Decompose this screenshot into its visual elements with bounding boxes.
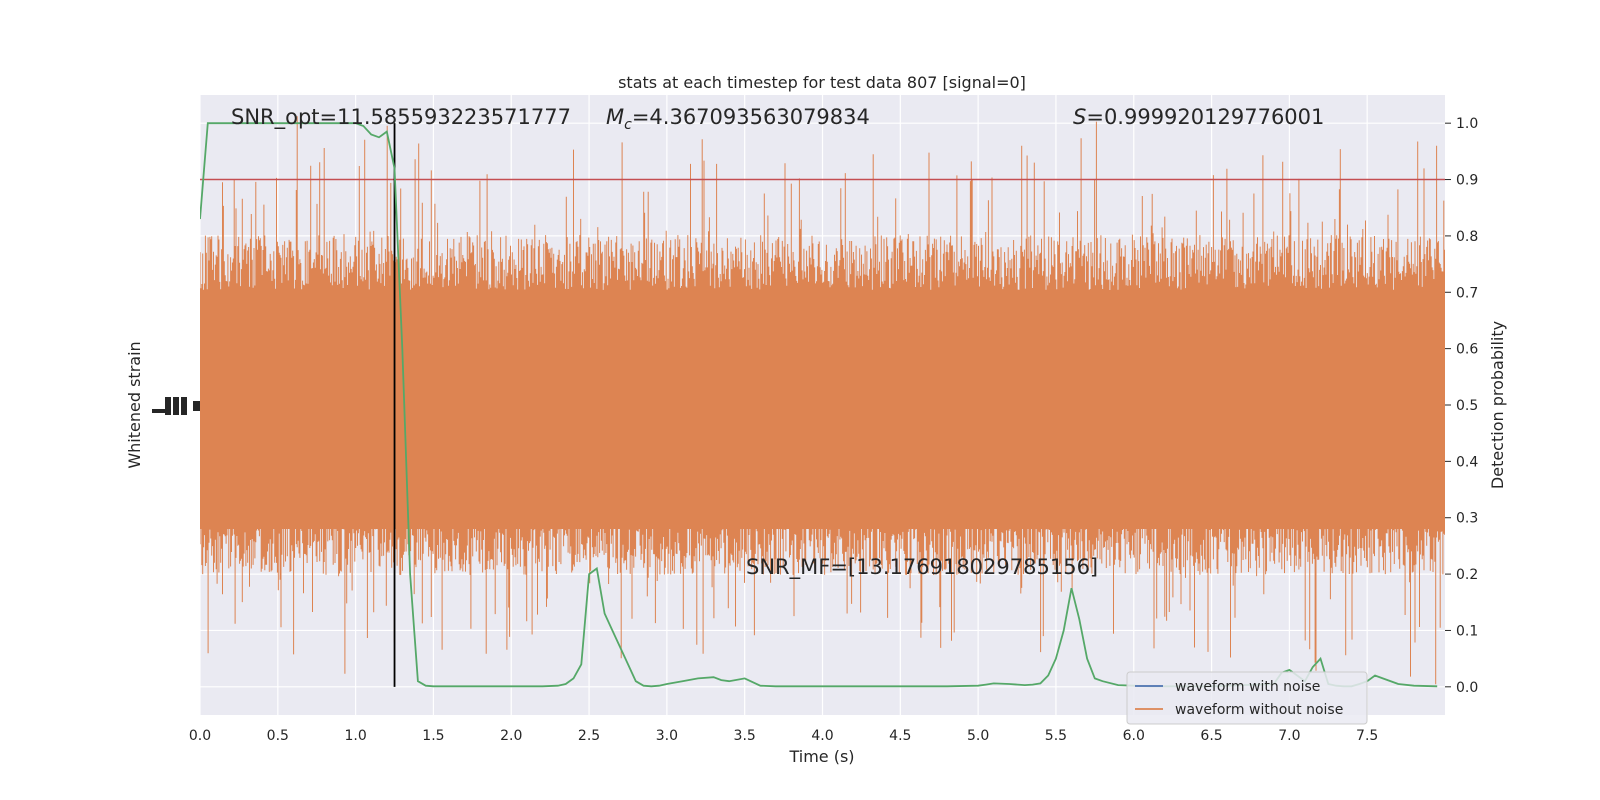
- legend-label-without-noise: waveform without noise: [1175, 702, 1343, 718]
- left-tick-glyph: [152, 409, 166, 413]
- x-tick-label: 2.0: [500, 728, 522, 744]
- y-right-axis-label: Detection probability: [1488, 321, 1507, 489]
- x-tick-label: 2.5: [578, 728, 600, 744]
- y-left-axis-label: Whitened strain: [125, 341, 144, 468]
- y-right-tick-label: 0.7: [1456, 285, 1478, 301]
- y-right-tick-label: 0.6: [1456, 342, 1478, 358]
- chirp-mass-symbol: M: [606, 105, 624, 129]
- y-right-tick-label: 0.4: [1456, 454, 1478, 470]
- left-tick-glyph: [173, 397, 179, 415]
- x-tick-label: 7.0: [1278, 728, 1300, 744]
- x-tick-label: 1.5: [422, 728, 444, 744]
- s-value: =0.999920129776001: [1086, 105, 1324, 129]
- chirp-mass-annotation: Mc=4.367093563079834: [606, 105, 870, 133]
- s-symbol: S: [1073, 105, 1086, 129]
- x-tick-label: 4.5: [889, 728, 911, 744]
- x-tick-label: 1.0: [344, 728, 366, 744]
- y-right-tick-label: 0.8: [1456, 229, 1478, 245]
- x-tick-label: 0.5: [267, 728, 289, 744]
- x-tick-label: 5.0: [967, 728, 989, 744]
- x-tick-label: 7.5: [1356, 728, 1378, 744]
- x-tick-label: 0.0: [189, 728, 211, 744]
- left-tick-glyph: [165, 397, 171, 415]
- s-annotation: S=0.999920129776001: [1073, 105, 1324, 129]
- y-right-tick-label: 0.3: [1456, 511, 1478, 527]
- waveform-without-noise-trace: [200, 116, 1445, 685]
- chirp-mass-value: =4.367093563079834: [632, 105, 870, 129]
- x-axis-label: Time (s): [788, 747, 854, 766]
- x-tick-label: 5.5: [1045, 728, 1067, 744]
- y-right-tick-label: 0.2: [1456, 567, 1478, 583]
- x-axis-ticks: 0.0 0.5 1.0 1.5 2.0 2.5 3.0 3.5 4.0 4.5 5.0 5.5 6.0 6…: [189, 728, 1378, 744]
- x-tick-label: 3.5: [734, 728, 756, 744]
- x-tick-label: 6.0: [1123, 728, 1145, 744]
- y-right-tick-label: 1.0: [1456, 116, 1478, 132]
- legend-box: [1126, 671, 1368, 725]
- chirp-mass-subscript: c: [624, 117, 632, 133]
- legend: waveform with noise waveform without noi…: [1126, 671, 1368, 725]
- legend-label-with-noise: waveform with noise: [1175, 679, 1320, 695]
- y-right-tick-label: 0.9: [1456, 173, 1478, 189]
- chart-title: stats at each timestep for test data 807…: [618, 73, 1026, 92]
- left-tick-glyph: [193, 401, 200, 411]
- y-right-axis-ticks: 0.0 0.1 0.2 0.3 0.4 0.5 0.6 0.7 0.8 0.9 1.0: [1445, 116, 1478, 696]
- left-tick-glyph: [181, 397, 187, 415]
- y-right-tick-label: 0.0: [1456, 680, 1478, 696]
- snr-mf-annotation: SNR_MF=[13.176918029785156]: [746, 555, 1098, 580]
- x-tick-label: 3.0: [656, 728, 678, 744]
- y-right-tick-label: 0.5: [1456, 398, 1478, 414]
- x-tick-label: 6.5: [1200, 728, 1222, 744]
- y-right-tick-label: 0.1: [1456, 623, 1478, 639]
- plot-area: [200, 116, 1445, 688]
- snr-opt-annotation: SNR_opt=11.585593223571777: [231, 105, 571, 130]
- left-axis-glyphs: [152, 397, 200, 415]
- x-tick-label: 4.0: [811, 728, 833, 744]
